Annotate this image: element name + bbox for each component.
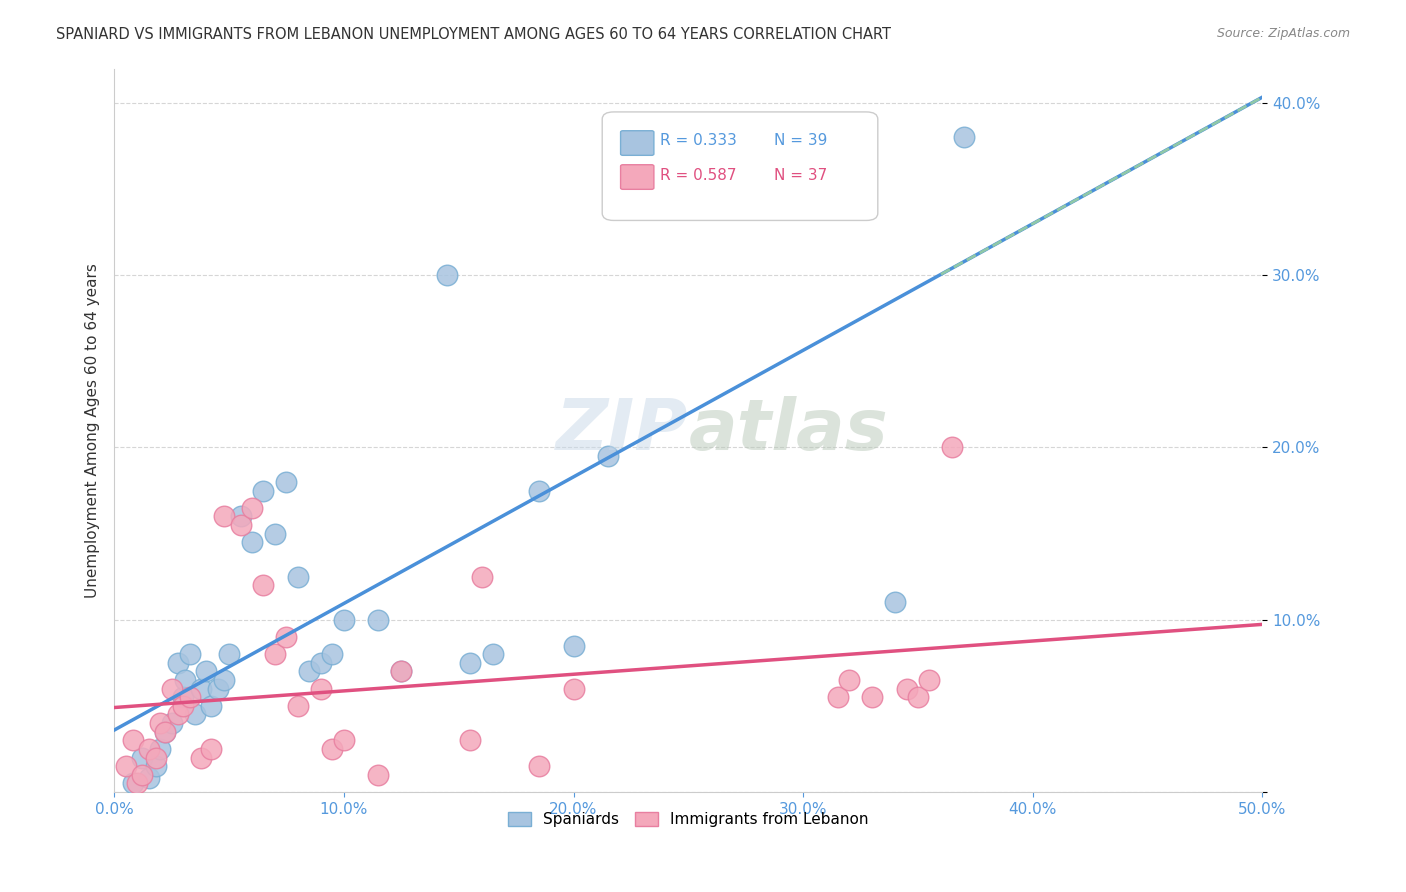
Point [860, 690, 883, 705]
Point [114, 759, 136, 773]
FancyBboxPatch shape [620, 165, 654, 189]
Legend: Spaniards, Immigrants from Lebanon: Spaniards, Immigrants from Lebanon [501, 805, 876, 835]
Point [149, 716, 172, 731]
Point [458, 733, 481, 747]
Point [276, 630, 298, 644]
Point [207, 681, 229, 696]
Point [138, 771, 160, 785]
Point [287, 569, 309, 583]
Point [918, 673, 941, 687]
Point [367, 613, 389, 627]
Point [389, 665, 412, 679]
Point [482, 647, 505, 661]
Point [138, 742, 160, 756]
Point [131, 750, 153, 764]
Point [179, 647, 201, 661]
Point [389, 665, 412, 679]
Point [167, 707, 190, 722]
Point [333, 733, 356, 747]
Point [153, 724, 176, 739]
Point [527, 483, 550, 498]
Point [941, 441, 963, 455]
Point [298, 665, 321, 679]
Point [172, 690, 194, 705]
Point [121, 776, 143, 790]
FancyBboxPatch shape [620, 131, 654, 155]
Point [214, 509, 236, 524]
Point [190, 750, 212, 764]
Point [174, 673, 197, 687]
Point [214, 673, 236, 687]
Point [953, 130, 976, 145]
Point [145, 759, 167, 773]
Point [562, 639, 585, 653]
Point [929, 45, 952, 59]
Point [218, 647, 240, 661]
Text: Source: ZipAtlas.com: Source: ZipAtlas.com [1216, 27, 1350, 40]
Point [907, 690, 929, 705]
Point [527, 759, 550, 773]
Point [179, 690, 201, 705]
Point [240, 500, 263, 515]
Point [167, 656, 190, 670]
Point [309, 681, 332, 696]
Point [596, 449, 619, 463]
Point [149, 742, 172, 756]
Point [827, 690, 849, 705]
Text: N = 37: N = 37 [775, 168, 828, 183]
Point [838, 673, 860, 687]
Point [252, 578, 274, 592]
Point [172, 698, 194, 713]
Point [160, 681, 183, 696]
Point [884, 595, 907, 609]
Text: R = 0.587: R = 0.587 [659, 168, 737, 183]
Point [896, 681, 918, 696]
Point [200, 698, 222, 713]
Text: SPANIARD VS IMMIGRANTS FROM LEBANON UNEMPLOYMENT AMONG AGES 60 TO 64 YEARS CORRE: SPANIARD VS IMMIGRANTS FROM LEBANON UNEM… [56, 27, 891, 42]
Point [309, 656, 332, 670]
Text: R = 0.333: R = 0.333 [659, 134, 737, 148]
Point [121, 733, 143, 747]
Point [321, 647, 343, 661]
Point [160, 716, 183, 731]
Point [145, 750, 167, 764]
Point [190, 681, 212, 696]
Point [264, 647, 287, 661]
Point [127, 776, 149, 790]
Point [333, 613, 356, 627]
Point [276, 475, 298, 489]
Point [240, 535, 263, 549]
Point [229, 509, 252, 524]
Text: ZIP: ZIP [557, 396, 689, 465]
Point [229, 518, 252, 533]
Point [252, 483, 274, 498]
Point [321, 742, 343, 756]
Point [195, 665, 218, 679]
Point [471, 569, 494, 583]
Point [287, 698, 309, 713]
FancyBboxPatch shape [602, 112, 877, 220]
Point [131, 768, 153, 782]
Point [153, 724, 176, 739]
Text: N = 39: N = 39 [775, 134, 828, 148]
Y-axis label: Unemployment Among Ages 60 to 64 years: Unemployment Among Ages 60 to 64 years [86, 263, 100, 598]
Point [200, 742, 222, 756]
Text: atlas: atlas [689, 396, 889, 465]
Point [264, 526, 287, 541]
Point [367, 768, 389, 782]
Point [183, 707, 205, 722]
Point [436, 268, 458, 283]
Point [458, 656, 481, 670]
Point [562, 681, 585, 696]
